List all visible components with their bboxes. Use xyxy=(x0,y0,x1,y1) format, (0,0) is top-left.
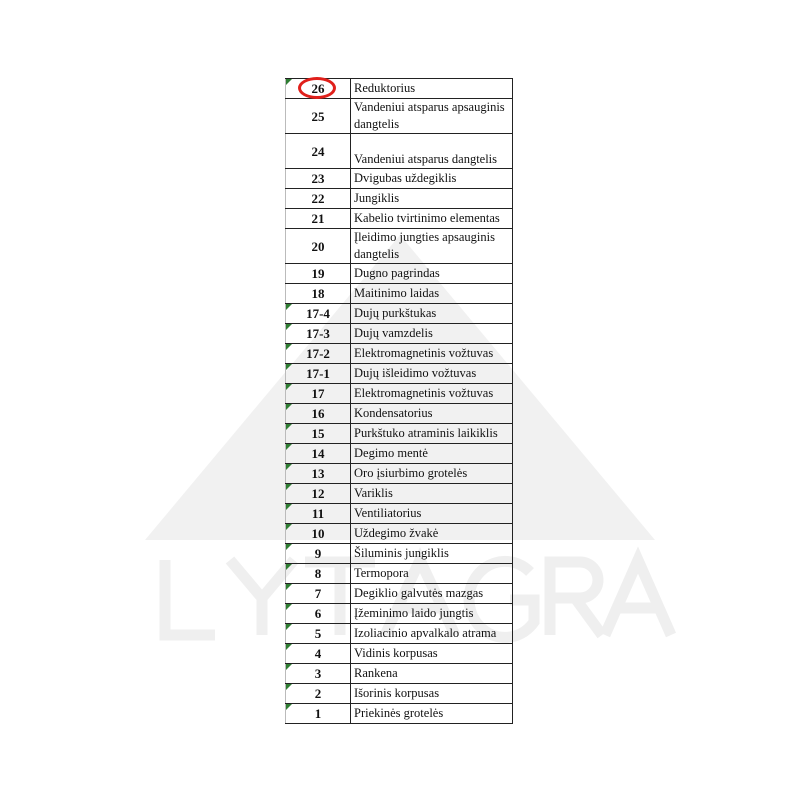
part-number: 10 xyxy=(285,523,351,544)
part-number: 3 xyxy=(285,663,351,684)
part-number: 17 xyxy=(285,383,351,404)
part-name: Oro įsiurbimo grotelės xyxy=(350,463,513,484)
table-row: 25 Vandeniui atsparus apsauginis dangteli… xyxy=(285,98,513,134)
table-row: 3 Rankena xyxy=(285,663,513,684)
part-name: Dujų išleidimo vožtuvas xyxy=(350,363,513,384)
table-row: 17-2 Elektromagnetinis vožtuvas xyxy=(285,343,513,364)
watermark-letter-r xyxy=(544,556,607,639)
part-name: Dugno pagrindas xyxy=(350,263,513,284)
part-number: 17-4 xyxy=(285,303,351,324)
part-name: Elektromagnetinis vožtuvas xyxy=(350,383,513,404)
part-name: Reduktorius xyxy=(350,78,513,99)
part-number: 13 xyxy=(285,463,351,484)
parts-table: 2 6 Reduktorius 25 Vandeniui atsparus apsaug… xyxy=(285,78,513,724)
table-row: 22 Jungiklis xyxy=(285,188,513,209)
part-number: 14 xyxy=(285,443,351,464)
part-name: Uždegimo žvakė xyxy=(350,523,513,544)
table-row: 16 Kondensatorius xyxy=(285,403,513,424)
part-name: Degimo mentė xyxy=(350,443,513,464)
part-name: Kondensatorius xyxy=(350,403,513,424)
table-row: 12 Variklis xyxy=(285,483,513,504)
part-number: 12 xyxy=(285,483,351,504)
part-name: Purkštuko atraminis laikiklis xyxy=(350,423,513,444)
part-name: Išorinis korpusas xyxy=(350,683,513,704)
part-name: Degiklio galvutės mazgas xyxy=(350,583,513,604)
table-row: 10 Uždegimo žvakė xyxy=(285,523,513,544)
table-row: 17-3 Dujų vamzdelis xyxy=(285,323,513,344)
part-name: Rankena xyxy=(350,663,513,684)
table-row: 7 Degiklio galvutės mazgas xyxy=(285,583,513,604)
part-number: 16 xyxy=(285,403,351,424)
table-row: 5 Izoliacinio apvalkalo atrama xyxy=(285,623,513,644)
part-number: 9 xyxy=(285,543,351,564)
part-name: Įžeminimo laido jungtis xyxy=(350,603,513,624)
part-number: 2 xyxy=(285,683,351,704)
part-name: Termopora xyxy=(350,563,513,584)
table-row: 4 Vidinis korpusas xyxy=(285,643,513,664)
part-name: Ventiliatorius xyxy=(350,503,513,524)
part-number: 6 xyxy=(285,603,351,624)
table-row: 1 Priekinės grotelės xyxy=(285,703,513,724)
part-name: Vandeniui atsparus dangtelis xyxy=(350,133,513,169)
part-name: Izoliacinio apvalkalo atrama xyxy=(350,623,513,644)
table-row: 11 Ventiliatorius xyxy=(285,503,513,524)
part-name: Jungiklis xyxy=(350,188,513,209)
part-name: Vidinis korpusas xyxy=(350,643,513,664)
part-number: 23 xyxy=(285,168,351,189)
table-row: 18 Maitinimo laidas xyxy=(285,283,513,304)
part-number: 7 xyxy=(285,583,351,604)
part-name: Vandeniui atsparus apsauginis dangtelis xyxy=(350,98,513,134)
table-row: 8 Termopora xyxy=(285,563,513,584)
part-name: Priekinės grotelės xyxy=(350,703,513,724)
table-row: 9 Šiluminis jungiklis xyxy=(285,543,513,564)
part-name: Įleidimo jungties apsauginis dangtelis xyxy=(350,228,513,264)
part-number: 8 xyxy=(285,563,351,584)
table-row: 15 Purkštuko atraminis laikiklis xyxy=(285,423,513,444)
part-name: Dvigubas uždegiklis xyxy=(350,168,513,189)
part-number: 1 xyxy=(285,703,351,724)
part-number: 21 xyxy=(285,208,351,229)
table-row: 20 Įleidimo jungties apsauginis dangtelis xyxy=(285,228,513,264)
part-number: 20 xyxy=(285,228,351,264)
part-number: 17-1 xyxy=(285,363,351,384)
table-row: 13 Oro įsiurbimo grotelės xyxy=(285,463,513,484)
part-number: 5 xyxy=(285,623,351,644)
table-row: 14 Degimo mentė xyxy=(285,443,513,464)
part-name: Šiluminis jungiklis xyxy=(350,543,513,564)
table-row: 23 Dvigubas uždegiklis xyxy=(285,168,513,189)
part-number: 11 xyxy=(285,503,351,524)
part-number: 22 xyxy=(285,188,351,209)
part-number: 17-2 xyxy=(285,343,351,364)
part-number: 15 xyxy=(285,423,351,444)
table-row: 17-4 Dujų purkštukas xyxy=(285,303,513,324)
part-name: Dujų vamzdelis xyxy=(350,323,513,344)
part-name: Dujų purkštukas xyxy=(350,303,513,324)
part-name: Maitinimo laidas xyxy=(350,283,513,304)
table-row: 2 Išorinis korpusas xyxy=(285,683,513,704)
part-number: 18 xyxy=(285,283,351,304)
watermark-letter-a2 xyxy=(599,546,677,638)
part-name: Kabelio tvirtinimo elementas xyxy=(350,208,513,229)
part-number: 4 xyxy=(285,643,351,664)
part-number: 25 xyxy=(285,98,351,134)
table-row: 19 Dugno pagrindas xyxy=(285,263,513,284)
table-row: 24 Vandeniui atsparus dangtelis xyxy=(285,133,513,169)
watermark-letter-l xyxy=(159,560,215,641)
part-name: Variklis xyxy=(350,483,513,504)
watermark-letter-y xyxy=(225,556,299,635)
table-row: 6 Įžeminimo laido jungtis xyxy=(285,603,513,624)
part-number: 17-3 xyxy=(285,323,351,344)
table-row: 17-1 Dujų išleidimo vožtuvas xyxy=(285,363,513,384)
table-row: 17 Elektromagnetinis vožtuvas xyxy=(285,383,513,404)
table-row: 21 Kabelio tvirtinimo elementas xyxy=(285,208,513,229)
part-number: 24 xyxy=(285,133,351,169)
part-number: 19 xyxy=(285,263,351,284)
part-name: Elektromagnetinis vožtuvas xyxy=(350,343,513,364)
highlight-circle xyxy=(298,77,336,99)
